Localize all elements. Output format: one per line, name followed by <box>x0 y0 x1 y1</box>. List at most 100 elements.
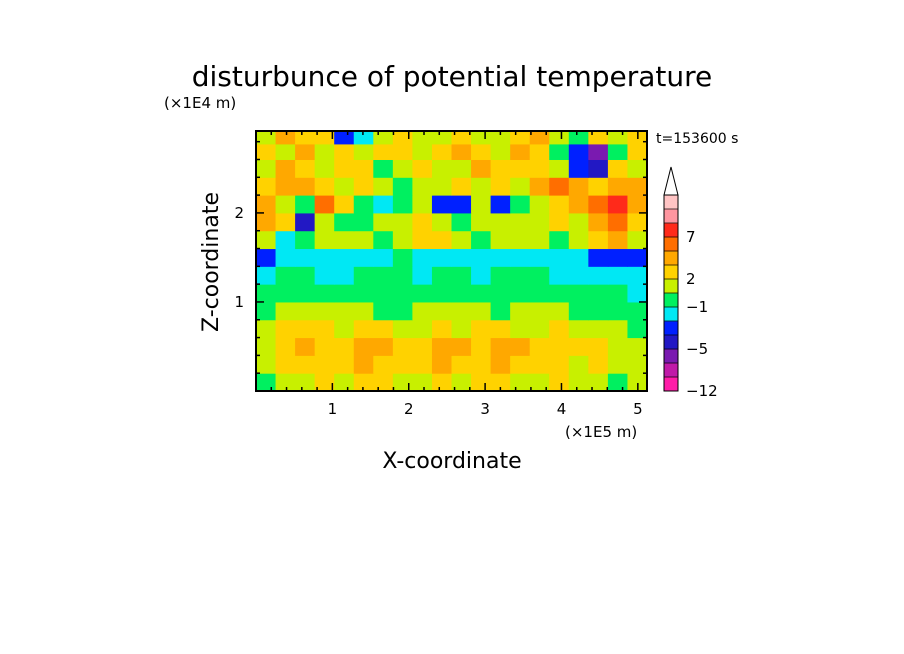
field-cell <box>314 212 335 232</box>
field-cell <box>431 284 452 303</box>
field-cell <box>549 195 570 214</box>
field-cell <box>256 212 277 232</box>
field-cell <box>334 212 355 232</box>
field-cell <box>588 266 609 285</box>
field-cell <box>373 177 394 196</box>
field-cell <box>490 230 511 250</box>
field-cell <box>431 177 452 196</box>
field-cell <box>392 159 413 178</box>
field-cell <box>295 284 316 303</box>
field-cell <box>295 266 316 285</box>
colorbar-swatch <box>664 195 678 210</box>
field-cell <box>549 143 570 160</box>
field-cell <box>627 230 648 250</box>
field-cell <box>549 284 570 303</box>
field-cell <box>353 177 374 196</box>
field-cell <box>392 143 413 160</box>
field-cell <box>529 177 550 196</box>
colorbar-tick-label: 7 <box>686 228 696 246</box>
field-cell <box>334 284 355 303</box>
colorbar-swatch <box>664 335 678 350</box>
field-cell <box>295 131 316 145</box>
field-cell <box>392 177 413 196</box>
field-cell <box>588 159 609 178</box>
field-cell <box>275 212 296 232</box>
field-cell <box>471 319 492 339</box>
field-cell <box>588 355 609 374</box>
field-cell <box>607 159 628 178</box>
field-cell <box>529 319 550 339</box>
field-cell <box>549 337 570 356</box>
field-cell <box>529 266 550 285</box>
field-cell <box>607 143 628 160</box>
field-cell <box>392 266 413 285</box>
colorbar-swatch <box>664 377 678 392</box>
field-cell <box>471 143 492 160</box>
x-unit-label: (×1E5 m) <box>565 423 637 441</box>
field-cell <box>295 159 316 178</box>
field-cell <box>627 212 648 232</box>
field-cell <box>529 159 550 178</box>
colorbar-extend-arrow <box>663 166 679 196</box>
field-cell <box>334 177 355 196</box>
field-cell <box>275 177 296 196</box>
field-cell <box>451 319 472 339</box>
field-cell <box>392 230 413 250</box>
field-cell <box>334 266 355 285</box>
field-cell <box>256 373 277 392</box>
colorbar-tick-label: −5 <box>686 340 708 358</box>
field-cell <box>353 230 374 250</box>
field-cell <box>392 337 413 356</box>
field-cell <box>627 177 648 196</box>
field-cell <box>314 230 335 250</box>
field-cell <box>549 319 570 339</box>
colorbar-swatch <box>664 307 678 322</box>
x-axis: 1 2 3 4 5 <box>270 131 643 418</box>
field-cell <box>373 212 394 232</box>
x-tick-label: 3 <box>480 400 490 418</box>
colorbar-swatch <box>664 363 678 378</box>
field-cell <box>568 355 589 374</box>
field-cell <box>568 284 589 303</box>
x-tick-label: 1 <box>328 400 338 418</box>
field-cell <box>353 159 374 178</box>
field-cell <box>549 131 570 145</box>
field-cell <box>314 355 335 374</box>
field-cell <box>627 159 648 178</box>
field-cell <box>353 319 374 339</box>
field-cell <box>607 230 628 250</box>
field-cell <box>607 212 628 232</box>
field-cell <box>588 248 609 267</box>
field-cell <box>607 337 628 356</box>
field-cell <box>431 230 452 250</box>
field-cell <box>490 143 511 160</box>
field-cell <box>451 212 472 232</box>
field-cell <box>490 195 511 214</box>
field-cell <box>510 131 531 145</box>
field-cell <box>588 319 609 339</box>
field-cell <box>431 337 452 356</box>
field-cell <box>607 284 628 303</box>
field-cell <box>334 319 355 339</box>
field-cell <box>451 230 472 250</box>
field-cell <box>295 355 316 374</box>
field-cell <box>471 230 492 250</box>
field-cell <box>353 266 374 285</box>
y-axis-title: Z-coordinate <box>199 192 224 332</box>
field-cell <box>549 266 570 285</box>
field-cell <box>334 355 355 374</box>
field-cell <box>353 248 374 267</box>
field-cell <box>588 131 609 145</box>
field-cell <box>510 159 531 178</box>
field-cell <box>549 230 570 250</box>
field-cell <box>588 373 609 392</box>
field-cell <box>353 355 374 374</box>
field-cell <box>568 212 589 232</box>
field-cell <box>490 159 511 178</box>
field-cell <box>568 301 589 321</box>
field-cell <box>431 301 452 321</box>
field-cell <box>412 355 433 374</box>
field-cell <box>529 248 550 267</box>
field-cell <box>334 131 355 145</box>
